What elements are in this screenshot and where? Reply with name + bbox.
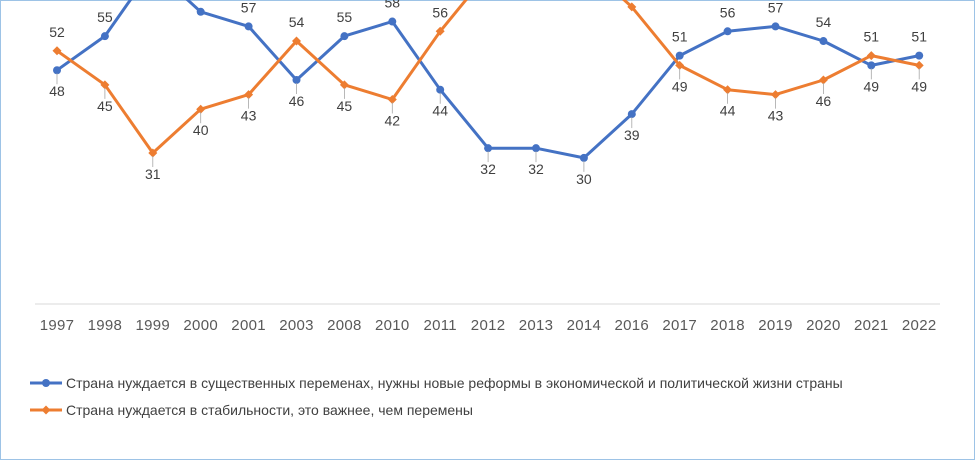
- x-tick-label: 2014: [567, 317, 602, 334]
- data-label: 32: [528, 161, 544, 177]
- x-tick-label: 2020: [806, 317, 841, 334]
- series-1-point: [915, 51, 924, 60]
- data-label: 39: [624, 127, 640, 143]
- series-1-point: [771, 22, 780, 31]
- series-1-point: [675, 51, 684, 60]
- series-2-point: [292, 36, 301, 46]
- series-1-point: [579, 153, 588, 162]
- series-1-point: [53, 66, 61, 75]
- series-2-point: [196, 104, 206, 114]
- series-2-point: [52, 46, 62, 56]
- data-label: 52: [49, 24, 65, 40]
- data-label: 40: [193, 122, 209, 138]
- series-1-point: [292, 75, 301, 84]
- series-2-point: [244, 90, 254, 100]
- series-1-point: [819, 37, 828, 46]
- series-line-2: [55, 0, 921, 155]
- data-label: 46: [289, 93, 305, 109]
- data-label: 45: [97, 98, 113, 114]
- x-tick-label: 2012: [471, 317, 506, 334]
- series-1-point: [244, 22, 253, 31]
- data-label: 54: [816, 14, 832, 30]
- data-label: 55: [97, 9, 113, 25]
- data-label: 51: [864, 29, 880, 45]
- series-2-point: [100, 80, 110, 90]
- legend-swatch-marker-diamond: [41, 405, 51, 415]
- x-tick-label: 1999: [136, 317, 171, 334]
- data-label: 32: [480, 161, 496, 177]
- x-tick-label: 2008: [327, 317, 362, 334]
- series-1-point: [196, 7, 205, 16]
- data-label: 48: [49, 83, 65, 99]
- series-2-point: [866, 51, 876, 61]
- data-label: 46: [816, 93, 832, 109]
- series-2-point: [627, 2, 637, 12]
- data-label: 45: [337, 98, 353, 114]
- data-label: 56: [432, 4, 448, 20]
- series-2-point: [387, 94, 397, 104]
- x-tick-label: 2003: [279, 317, 314, 334]
- series-line-1: [55, 0, 921, 160]
- series-1-point: [388, 17, 397, 26]
- series-1-point: [484, 144, 493, 153]
- series-2-point: [771, 90, 780, 100]
- data-label: 30: [576, 171, 592, 187]
- x-tick-label: 2011: [423, 317, 456, 334]
- data-label: 56: [720, 4, 736, 20]
- x-tick-label: 1997: [40, 317, 75, 334]
- x-tick-label: 2000: [183, 317, 218, 334]
- x-tick-label: 2018: [710, 317, 745, 334]
- series-2-point: [148, 148, 158, 158]
- x-tick-label: 2019: [758, 317, 793, 334]
- data-label: 58: [385, 0, 401, 11]
- series-2-point: [914, 60, 924, 70]
- x-tick-label: 2022: [902, 317, 937, 334]
- data-label: 54: [289, 14, 305, 30]
- x-tick-label: 2021: [854, 317, 889, 334]
- data-label: 43: [768, 108, 784, 124]
- data-label: 57: [241, 0, 257, 15]
- data-label: 31: [145, 166, 161, 182]
- x-tick-label: 1998: [88, 317, 123, 334]
- data-label: 44: [720, 103, 736, 119]
- series-1-point: [436, 85, 445, 94]
- series-1-point: [340, 32, 349, 41]
- data-label: 49: [911, 78, 927, 94]
- series-2-point: [435, 26, 445, 36]
- series-2-point: [675, 60, 685, 70]
- x-tick-label: 2010: [375, 317, 410, 334]
- series-2-point: [339, 80, 349, 90]
- data-label: 43: [241, 108, 257, 124]
- data-label: 55: [337, 9, 353, 25]
- series-1-point: [100, 32, 109, 41]
- data-label: 57: [768, 0, 784, 15]
- series-1-point: [723, 27, 732, 36]
- series-2-point: [818, 75, 828, 85]
- data-label: 49: [864, 78, 880, 94]
- x-tick-label: 2016: [615, 317, 650, 334]
- series-1-point: [532, 144, 540, 153]
- series-1-point: [867, 61, 876, 70]
- legend-label-2: Страна нуждается в стабильности, это важ…: [66, 402, 473, 418]
- legend-label-1: Страна нуждается в существенных перемена…: [66, 375, 843, 391]
- data-label: 49: [672, 78, 688, 94]
- data-label: 42: [385, 112, 401, 128]
- series-2-point: [723, 85, 733, 95]
- data-label: 44: [432, 103, 448, 119]
- x-tick-label: 2017: [662, 317, 697, 334]
- x-tick-label: 2001: [231, 317, 266, 334]
- x-tick-label: 2013: [519, 317, 554, 334]
- data-label: 60: [193, 0, 209, 1]
- data-label: 51: [672, 29, 688, 45]
- data-label: 51: [911, 29, 927, 45]
- legend-swatch-marker-circle: [42, 379, 50, 387]
- series-1-point: [627, 110, 636, 119]
